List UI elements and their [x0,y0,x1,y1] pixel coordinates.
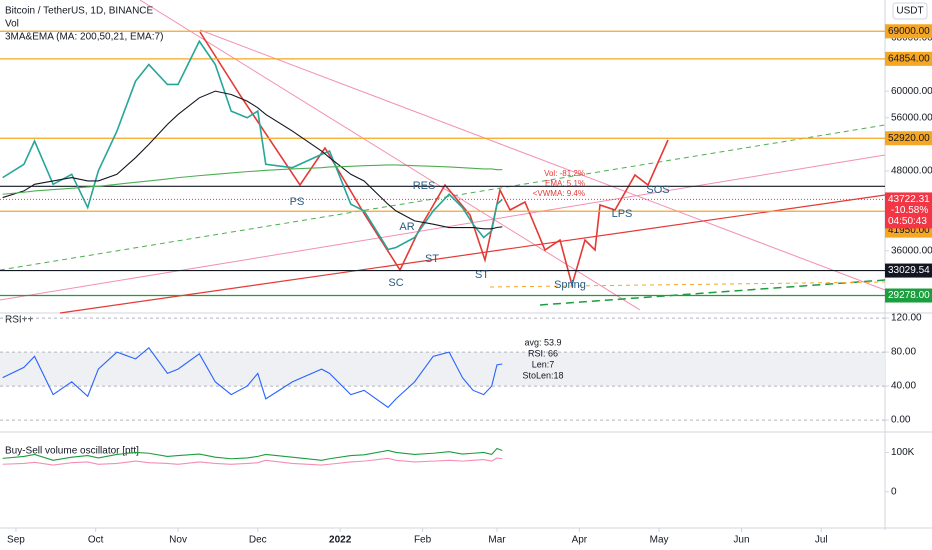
level-label: 33029.54 [888,265,930,276]
y-tick-label: 0.00 [891,415,911,426]
price-tag [885,192,932,229]
x-tick-label: May [650,535,669,546]
x-tick-label: Oct [88,535,104,546]
wyckoff-label: AR [399,221,414,233]
y-tick-label: 40.00 [891,381,916,392]
indicator-label: Vol [5,19,19,30]
x-tick-label: Feb [414,535,432,546]
trend-line [139,0,641,311]
level-label: 52920.00 [888,133,930,144]
series-line [2,90,503,230]
series-line [2,447,503,461]
series-line [2,39,503,251]
x-tick-label: Jun [733,535,749,546]
level-label: 29278.00 [888,290,930,301]
wyckoff-label: Spring [554,279,586,291]
y-tick-label: 0 [891,486,897,497]
level-label: 41950.00 [888,225,930,236]
trend-line [489,281,886,288]
level-label: 64854.00 [888,53,930,64]
indicator-label: 3MA&EMA (MA: 200,50,21, EMA:7) [5,32,163,43]
stat-label: Vol: -81.2% [544,169,585,178]
trend-line [59,194,886,314]
wyckoff-label: LPS [612,208,633,220]
y-tick-label: 48000.00 [891,166,932,177]
level-tag [885,51,932,66]
stat-label: <VWMA: 9.4% [533,189,585,198]
wyckoff-label: ST [425,253,439,265]
rsi-stat: StoLen:18 [522,370,563,380]
price-change: -10.58% [891,205,928,216]
trend-line [0,154,886,301]
series-line [2,164,503,195]
rsi-stat: RSI: 66 [528,348,558,358]
countdown: 04:50:43 [888,216,927,227]
wyckoff-label: RES [413,180,436,192]
x-tick-label: Apr [572,535,588,546]
wyckoff-label: ST [475,269,489,281]
wyckoff-label: SOS [646,184,669,196]
y-tick-label: 80.00 [891,347,916,358]
rsi-stat: avg: 53.9 [524,337,561,347]
pane-title: Buy-Sell volume oscillator [ptt] [5,446,139,457]
wyckoff-label: PS [290,196,305,208]
stat-label: EMA: 5.1% [545,179,585,188]
trend-line [199,29,886,291]
y-tick-label: 36000.00 [891,245,932,256]
y-tick-label: 56000.00 [891,112,932,123]
level-tag [885,263,932,278]
x-tick-label: 2022 [329,535,352,546]
wyckoff-label: SC [388,277,403,289]
y-tick-label: 60000.00 [891,86,932,97]
trend-line [0,124,886,271]
level-tag [885,24,932,39]
level-label: 69000.00 [888,26,930,37]
x-tick-label: Jul [815,535,828,546]
series-line [2,457,503,466]
x-tick-label: Sep [7,535,25,546]
projection-path [199,31,669,288]
currency-button[interactable] [892,2,928,20]
rsi-stat: Len:7 [532,359,555,369]
level-tag [885,131,932,146]
symbol-title: Bitcoin / TetherUS, 1D, BINANCE [5,6,154,17]
pane-title: RSI++ [5,315,34,326]
level-tag [885,288,932,303]
drawings [0,0,886,314]
price-label: 43722.31 [888,194,930,205]
x-tick-label: Dec [249,535,267,546]
x-tick-label: Mar [488,535,506,546]
y-tick-label: 100K [891,447,915,458]
y-tick-label: 120.00 [891,313,922,324]
rsi-band [0,352,885,387]
currency-label[interactable]: USDT [896,6,923,17]
series-line [2,347,503,409]
x-tick-label: Nov [169,535,187,546]
trend-line [539,279,886,306]
